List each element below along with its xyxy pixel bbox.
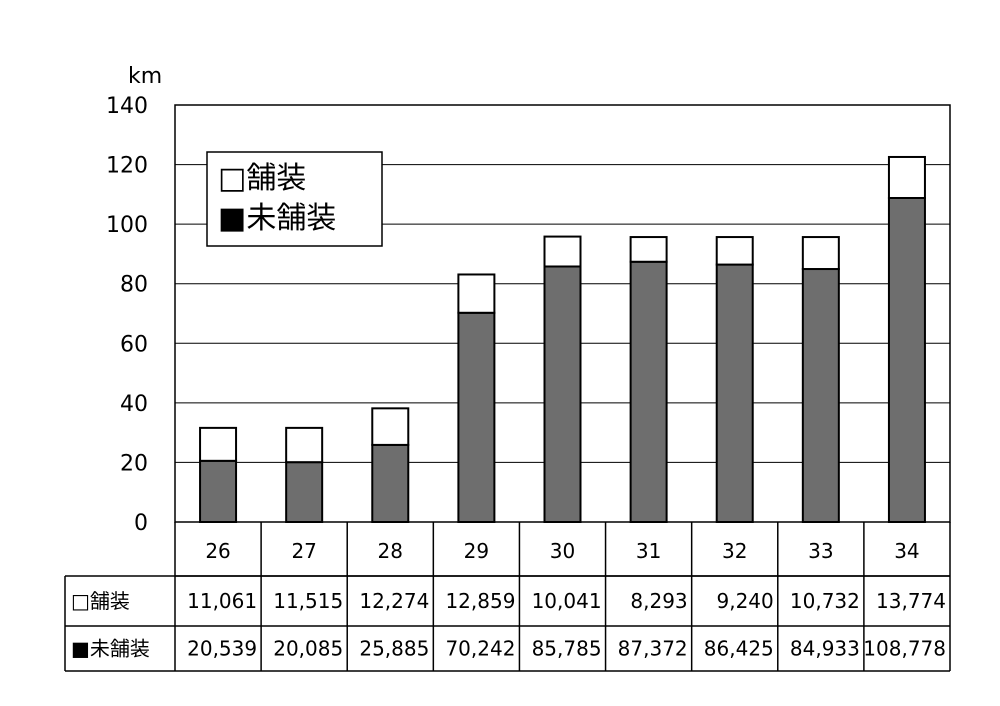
table-cell: 10,732 xyxy=(790,589,860,613)
table-cell: 87,372 xyxy=(618,637,688,661)
table-cell: 20,085 xyxy=(273,637,343,661)
bar-paved xyxy=(801,236,840,271)
bar-paved xyxy=(457,273,496,314)
table-cell: 12,859 xyxy=(445,589,515,613)
table-cell: 25,885 xyxy=(359,637,429,661)
table-cell: 10,041 xyxy=(532,589,602,613)
table-cell: 9,240 xyxy=(717,589,774,613)
y-tick-label: 120 xyxy=(106,154,148,179)
bar-unpaved xyxy=(801,268,840,523)
y-tick-label: 20 xyxy=(120,451,148,476)
category-label: 26 xyxy=(205,539,230,563)
data-table: 26 27 28 29 30 31 32 33 34 □舗装 11,061 11,515 12,274 1… xyxy=(64,522,951,672)
y-tick-label: 0 xyxy=(134,511,148,536)
bar-paved xyxy=(629,236,668,263)
table-cell: 11,061 xyxy=(187,589,257,613)
table-cell: 8,293 xyxy=(630,589,687,613)
bar-paved xyxy=(199,426,238,462)
bar-unpaved xyxy=(371,443,410,524)
bar-unpaved xyxy=(543,265,582,523)
category-label: 31 xyxy=(636,539,661,563)
axes xyxy=(174,104,951,523)
category-label: 27 xyxy=(291,539,316,563)
table-cell: 12,274 xyxy=(359,589,429,613)
legend: □舗装 ■未舗装 xyxy=(206,151,383,247)
bar-paved xyxy=(543,235,582,268)
table-cell: 70,242 xyxy=(445,637,515,661)
bars xyxy=(199,155,926,524)
bar-unpaved xyxy=(285,461,324,523)
bar-unpaved xyxy=(199,459,238,523)
bar-unpaved xyxy=(457,311,496,523)
table-cell: 85,785 xyxy=(532,637,602,661)
y-tick-label: 40 xyxy=(120,392,148,417)
bar-unpaved xyxy=(887,196,926,524)
table-cell: 13,774 xyxy=(876,589,946,613)
category-label: 32 xyxy=(722,539,747,563)
category-label: 34 xyxy=(894,539,919,563)
plot-frame xyxy=(174,104,951,523)
y-tick-labels: 0 20 40 60 80 100 120 140 xyxy=(106,94,148,536)
bar-paved xyxy=(285,426,324,464)
category-label: 30 xyxy=(550,539,575,563)
table-cell: 86,425 xyxy=(704,637,774,661)
category-label: 28 xyxy=(378,539,403,563)
y-tick-label: 80 xyxy=(120,273,148,298)
category-label: 29 xyxy=(464,539,489,563)
unit-label: km xyxy=(128,64,162,89)
table-row-label: ■未舗装 xyxy=(71,637,150,661)
table-row-label: □舗装 xyxy=(71,589,130,613)
bar-paved xyxy=(715,236,754,266)
table-cell: 108,778 xyxy=(863,637,946,661)
table-cell: 11,515 xyxy=(273,589,343,613)
table-cell: 84,933 xyxy=(790,637,860,661)
category-label: 33 xyxy=(808,539,833,563)
legend-entry: □舗装 xyxy=(218,161,306,196)
bar-paved xyxy=(371,407,410,446)
y-tick-label: 100 xyxy=(106,213,148,238)
legend-entry: ■未舗装 xyxy=(218,201,336,236)
y-tick-label: 140 xyxy=(106,94,148,119)
bar-unpaved xyxy=(715,263,754,523)
bar-unpaved xyxy=(629,260,668,523)
bar-paved xyxy=(887,155,926,199)
table-cell: 20,539 xyxy=(187,637,257,661)
legend-box xyxy=(206,151,383,247)
y-tick-label: 60 xyxy=(120,332,148,357)
